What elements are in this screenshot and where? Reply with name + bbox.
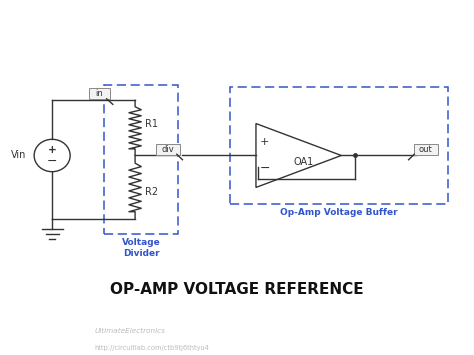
Text: in: in bbox=[96, 89, 103, 98]
Text: http://circuitlab.com/ctb9tj6thtyu4: http://circuitlab.com/ctb9tj6thtyu4 bbox=[95, 345, 210, 351]
Text: Voltage
Divider: Voltage Divider bbox=[122, 238, 160, 258]
Text: out: out bbox=[419, 144, 433, 154]
Text: OP-AMP VOLTAGE REFERENCE: OP-AMP VOLTAGE REFERENCE bbox=[110, 282, 364, 297]
Text: R2: R2 bbox=[145, 187, 158, 197]
Text: R1: R1 bbox=[145, 119, 157, 129]
Text: +: + bbox=[48, 146, 56, 155]
Text: OA1: OA1 bbox=[293, 157, 313, 167]
Text: ∼\/\/∼H-LAB: ∼\/\/∼H-LAB bbox=[12, 345, 55, 351]
Text: Vin: Vin bbox=[11, 151, 26, 160]
FancyBboxPatch shape bbox=[414, 143, 438, 155]
Text: CIRCUIT: CIRCUIT bbox=[12, 328, 52, 337]
Text: / Op-Amp Voltage Reference: / Op-Amp Voltage Reference bbox=[172, 328, 290, 334]
Text: +: + bbox=[260, 137, 269, 147]
Text: −: − bbox=[259, 162, 270, 175]
Text: −: − bbox=[47, 154, 57, 168]
Text: UltimateElectronics: UltimateElectronics bbox=[95, 328, 166, 334]
FancyBboxPatch shape bbox=[156, 143, 180, 155]
Text: Op-Amp Voltage Buffer: Op-Amp Voltage Buffer bbox=[280, 208, 398, 217]
FancyBboxPatch shape bbox=[89, 88, 110, 99]
Text: div: div bbox=[162, 144, 174, 154]
